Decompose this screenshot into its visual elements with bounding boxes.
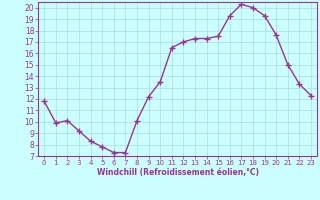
- X-axis label: Windchill (Refroidissement éolien,°C): Windchill (Refroidissement éolien,°C): [97, 168, 259, 177]
